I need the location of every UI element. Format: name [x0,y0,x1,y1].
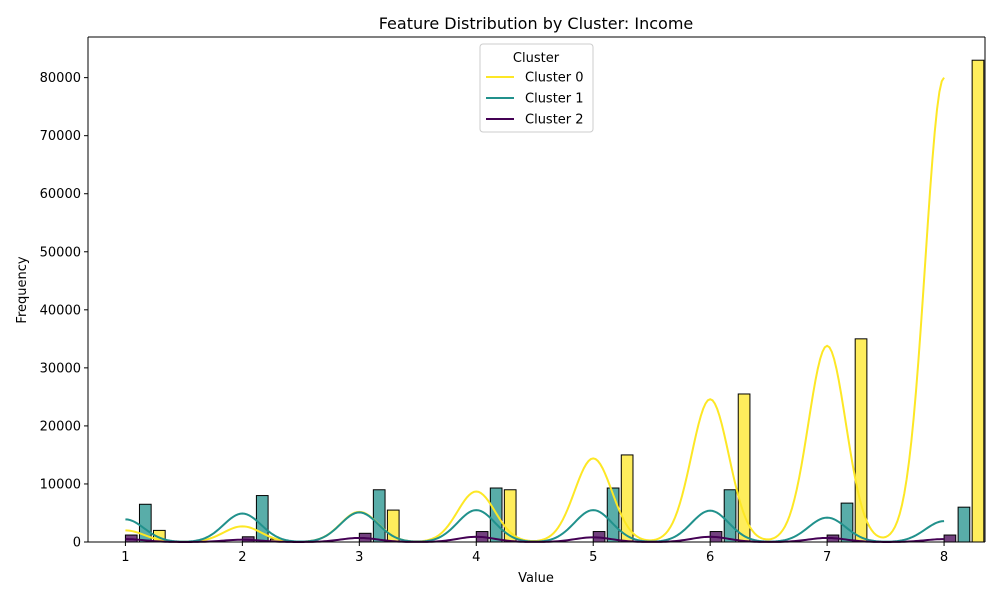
bar-cluster-0-6 [737,393,751,543]
legend-label-cluster-0: Cluster 0 [525,71,584,86]
y-tick-label-60000: 60000 [40,187,81,202]
y-tick-label-70000: 70000 [40,129,81,144]
chart-title: Feature Distribution by Cluster: Income [379,14,694,33]
y-tick-label-50000: 50000 [40,245,81,260]
bar-cluster-2-8 [943,534,957,543]
legend: Cluster Cluster 0 Cluster 1 Cluster 2 [479,43,594,133]
legend-title: Cluster [513,51,560,66]
y-axis-label: Frequency [15,256,30,323]
x-tick-label-1: 1 [121,550,129,565]
bar-cluster-0-8 [971,59,985,543]
x-tick-label-8: 8 [940,550,948,565]
bar-cluster-1-6 [723,489,737,543]
legend-box [479,43,594,133]
x-axis-label: Value [518,571,554,586]
y-tick-label-40000: 40000 [40,303,81,318]
x-tick-label-5: 5 [589,550,597,565]
legend-label-cluster-2: Cluster 2 [525,113,584,128]
bar-cluster-0-7 [854,338,868,543]
x-tick-label-4: 4 [472,550,480,565]
x-tick-label-7: 7 [823,550,831,565]
bar-cluster-1-3 [372,489,386,543]
y-tick-label-20000: 20000 [40,419,81,434]
bar-cluster-1-7 [840,502,854,543]
y-tick-label-30000: 30000 [40,361,81,376]
y-tick-label-10000: 10000 [40,477,81,492]
y-tick-label-0: 0 [73,536,81,551]
bar-cluster-1-8 [957,506,971,543]
x-tick-label-3: 3 [355,550,363,565]
bar-cluster-0-5 [620,454,634,543]
y-tick-label-80000: 80000 [40,71,81,86]
legend-label-cluster-1: Cluster 1 [525,92,584,107]
x-tick-label-2: 2 [238,550,246,565]
x-tick-label-6: 6 [706,550,714,565]
